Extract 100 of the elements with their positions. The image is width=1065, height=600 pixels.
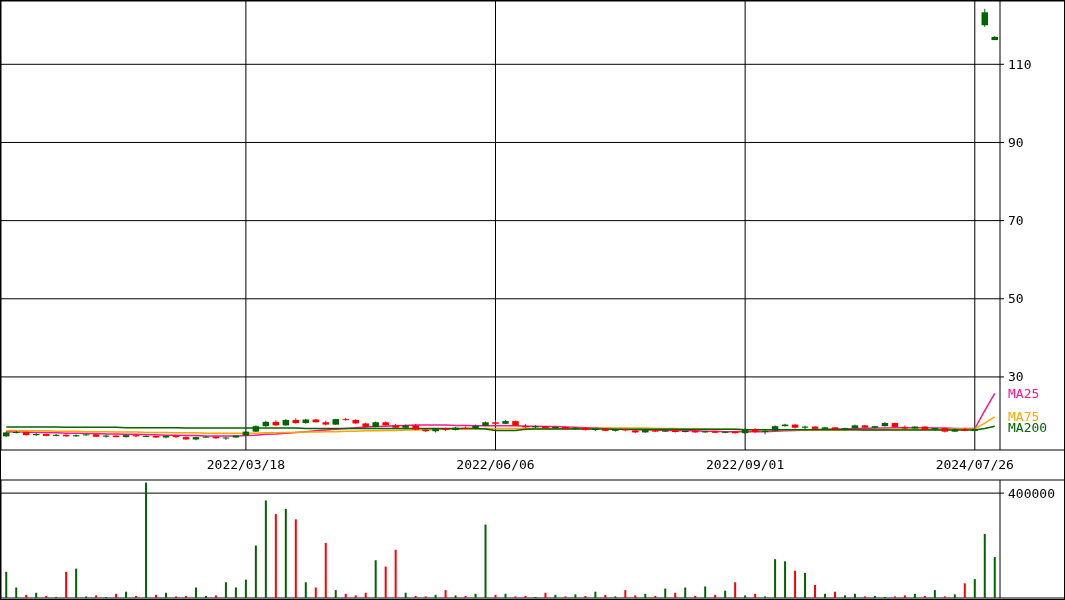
bar: [704, 586, 707, 598]
bar: [434, 594, 437, 598]
bar: [125, 591, 128, 598]
bar: [454, 595, 457, 598]
candlestick: [881, 421, 889, 428]
x-tick-label: 2022/09/01: [705, 457, 785, 472]
bar: [824, 593, 827, 598]
bar: [714, 594, 717, 598]
bar: [594, 591, 597, 598]
bar: [394, 549, 397, 598]
bar: [274, 514, 277, 598]
candlestick: [901, 424, 909, 430]
bar: [644, 593, 647, 598]
bar: [774, 559, 777, 598]
bar: [294, 519, 297, 598]
bar: [264, 500, 267, 598]
x-tick-label: 2022/06/06: [456, 457, 535, 472]
bar: [484, 524, 487, 598]
bar: [404, 592, 407, 598]
bar: [464, 595, 467, 598]
bar: [544, 592, 547, 598]
bar: [624, 590, 627, 598]
bar: [334, 590, 337, 598]
bar: [224, 582, 227, 598]
bar: [384, 566, 387, 598]
bar: [843, 595, 846, 598]
bar: [524, 595, 527, 598]
bar: [284, 508, 287, 598]
bar: [724, 590, 727, 598]
bar: [15, 587, 18, 598]
bar: [45, 595, 48, 598]
bar: [145, 482, 148, 598]
bar: [794, 570, 797, 598]
bar: [953, 594, 956, 598]
bar: [554, 594, 557, 598]
bar: [324, 542, 327, 598]
bar: [634, 595, 637, 598]
candlestick: [222, 436, 230, 441]
bar: [993, 557, 996, 598]
bar: [744, 595, 747, 598]
y-tick-label: 50: [1008, 291, 1024, 307]
bar: [913, 593, 916, 598]
bar: [654, 595, 657, 598]
bar: [344, 593, 347, 598]
y-tick-label: 90: [1008, 135, 1024, 151]
bar: [504, 593, 507, 598]
bar: [155, 594, 158, 598]
bar: [414, 595, 417, 598]
bar: [604, 594, 607, 598]
bar: [364, 592, 367, 598]
bar: [674, 592, 677, 598]
bar: [234, 587, 237, 598]
bar: [664, 588, 667, 598]
bar: [973, 579, 976, 598]
bar: [734, 582, 737, 598]
bar: [5, 571, 8, 598]
y-tick-label: 110: [1008, 56, 1032, 72]
x-tick-label: 2022/03/18: [206, 457, 286, 472]
bar: [494, 594, 497, 598]
bar: [115, 593, 118, 598]
y-tick-label: 30: [1008, 369, 1024, 385]
bar: [25, 594, 28, 598]
bar: [853, 593, 856, 598]
bar: [254, 545, 257, 598]
bar: [963, 583, 966, 598]
bar: [374, 560, 377, 598]
bar: [694, 595, 697, 598]
bar: [135, 595, 138, 598]
bar: [444, 590, 447, 598]
bar: [35, 592, 38, 598]
bar: [754, 593, 757, 598]
bar: [784, 561, 787, 598]
y-tick-label: 70: [1008, 213, 1024, 229]
series-label: MA25: [1008, 385, 1040, 401]
bar: [474, 593, 477, 598]
bar: [354, 595, 357, 598]
bar: [923, 595, 926, 598]
candlestick: [791, 423, 799, 430]
bar: [304, 582, 307, 598]
bar: [574, 594, 577, 598]
bar: [194, 587, 197, 598]
bar: [314, 587, 317, 598]
series-label: MA200: [1008, 420, 1048, 436]
bar: [75, 568, 78, 598]
candlestick: [82, 433, 90, 437]
bar: [814, 584, 817, 598]
bar: [933, 590, 936, 598]
x-tick-label: 2024/07/26: [935, 457, 1014, 472]
bar: [165, 592, 167, 598]
bar: [204, 595, 207, 598]
bar: [873, 595, 876, 598]
bar: [903, 595, 906, 598]
bar: [983, 534, 986, 598]
y-tick-label: 400000: [1008, 485, 1055, 501]
bar: [684, 587, 687, 598]
bar: [65, 571, 68, 598]
bar: [214, 595, 217, 598]
bar: [584, 595, 587, 598]
bar: [95, 595, 98, 598]
bar: [804, 572, 807, 598]
